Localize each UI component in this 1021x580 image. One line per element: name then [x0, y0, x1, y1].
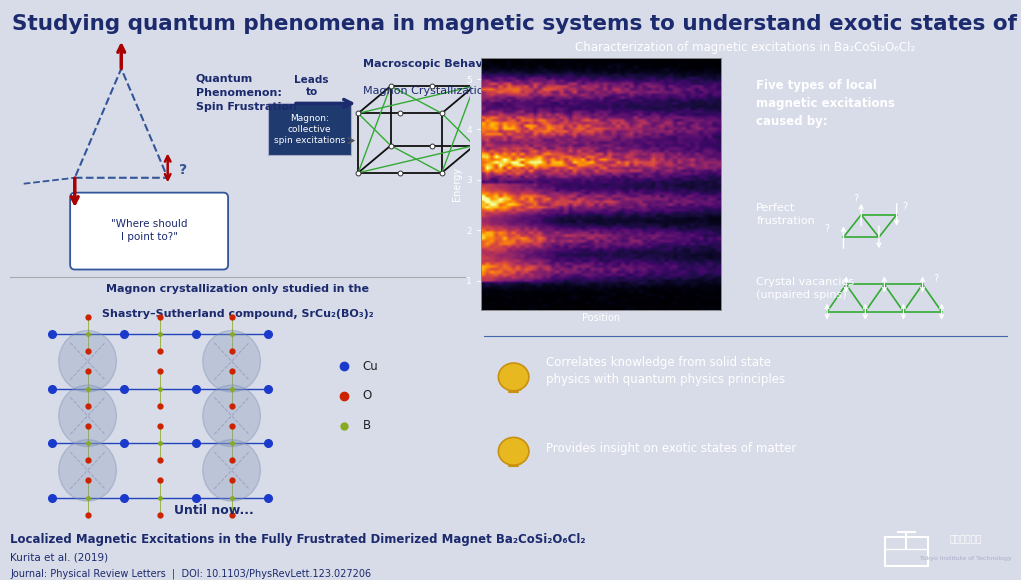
Text: Macroscopic Behavior:: Macroscopic Behavior: — [362, 59, 504, 69]
Circle shape — [59, 331, 116, 392]
Text: Cu: Cu — [362, 360, 379, 373]
Text: ?: ? — [903, 202, 908, 212]
Text: ?: ? — [933, 274, 938, 284]
Text: Magnon crystallization only studied in the: Magnon crystallization only studied in t… — [106, 284, 369, 295]
Text: Perfect
frustration: Perfect frustration — [757, 202, 815, 226]
Text: B: B — [362, 419, 371, 432]
Circle shape — [203, 440, 260, 501]
Text: 東京工業大学: 東京工業大学 — [950, 536, 982, 545]
Text: Leads
to: Leads to — [294, 75, 329, 97]
Circle shape — [59, 385, 116, 447]
Text: Quantum
Phenomenon:
Spin Frustration: Quantum Phenomenon: Spin Frustration — [196, 74, 296, 111]
Text: Five types of local
magnetic excitations
caused by:: Five types of local magnetic excitations… — [757, 78, 895, 128]
Text: Journal: Physical Review Letters  |  DOI: 10.1103/PhysRevLett.123.027206: Journal: Physical Review Letters | DOI: … — [10, 568, 372, 579]
X-axis label: Position: Position — [582, 313, 620, 323]
Text: ?: ? — [824, 224, 829, 234]
Text: Characterization of magnetic excitations in Ba₂CoSi₂O₆Cl₂: Characterization of magnetic excitations… — [575, 41, 916, 55]
Circle shape — [498, 437, 529, 465]
Text: ?: ? — [180, 164, 188, 177]
Text: Crystal vacancies
(unpaired spins): Crystal vacancies (unpaired spins) — [757, 277, 855, 300]
FancyBboxPatch shape — [70, 193, 228, 270]
Text: Tokyo Institute of Technology: Tokyo Institute of Technology — [920, 556, 1012, 561]
Text: Correlates knowledge from solid state
physics with quantum physics principles: Correlates knowledge from solid state ph… — [546, 356, 785, 386]
Circle shape — [498, 363, 529, 391]
Text: Studying quantum phenomena in magnetic systems to understand exotic states of ma: Studying quantum phenomena in magnetic s… — [12, 14, 1021, 34]
Text: ?: ? — [853, 194, 858, 204]
Text: "Where should
I point to?": "Where should I point to?" — [111, 219, 188, 242]
FancyBboxPatch shape — [268, 103, 351, 155]
Text: Until now...: Until now... — [175, 505, 254, 517]
Text: Kurita et al. (2019): Kurita et al. (2019) — [10, 553, 108, 563]
Text: Provides insight on exotic states of matter: Provides insight on exotic states of mat… — [546, 441, 796, 455]
Circle shape — [59, 440, 116, 501]
Circle shape — [203, 385, 260, 447]
Circle shape — [203, 331, 260, 392]
Y-axis label: Energy: Energy — [452, 167, 461, 201]
Text: Magnon:
collective
spin excitations: Magnon: collective spin excitations — [274, 114, 345, 145]
Text: Localized Magnetic Excitations in the Fully Frustrated Dimerized Magnet Ba₂CoSi₂: Localized Magnetic Excitations in the Fu… — [10, 534, 586, 546]
Text: O: O — [362, 389, 372, 403]
Text: Shastry–Sutherland compound, SrCu₂(BO₃)₂: Shastry–Sutherland compound, SrCu₂(BO₃)₂ — [101, 309, 374, 319]
Text: Magnon Crystallization: Magnon Crystallization — [362, 86, 490, 96]
